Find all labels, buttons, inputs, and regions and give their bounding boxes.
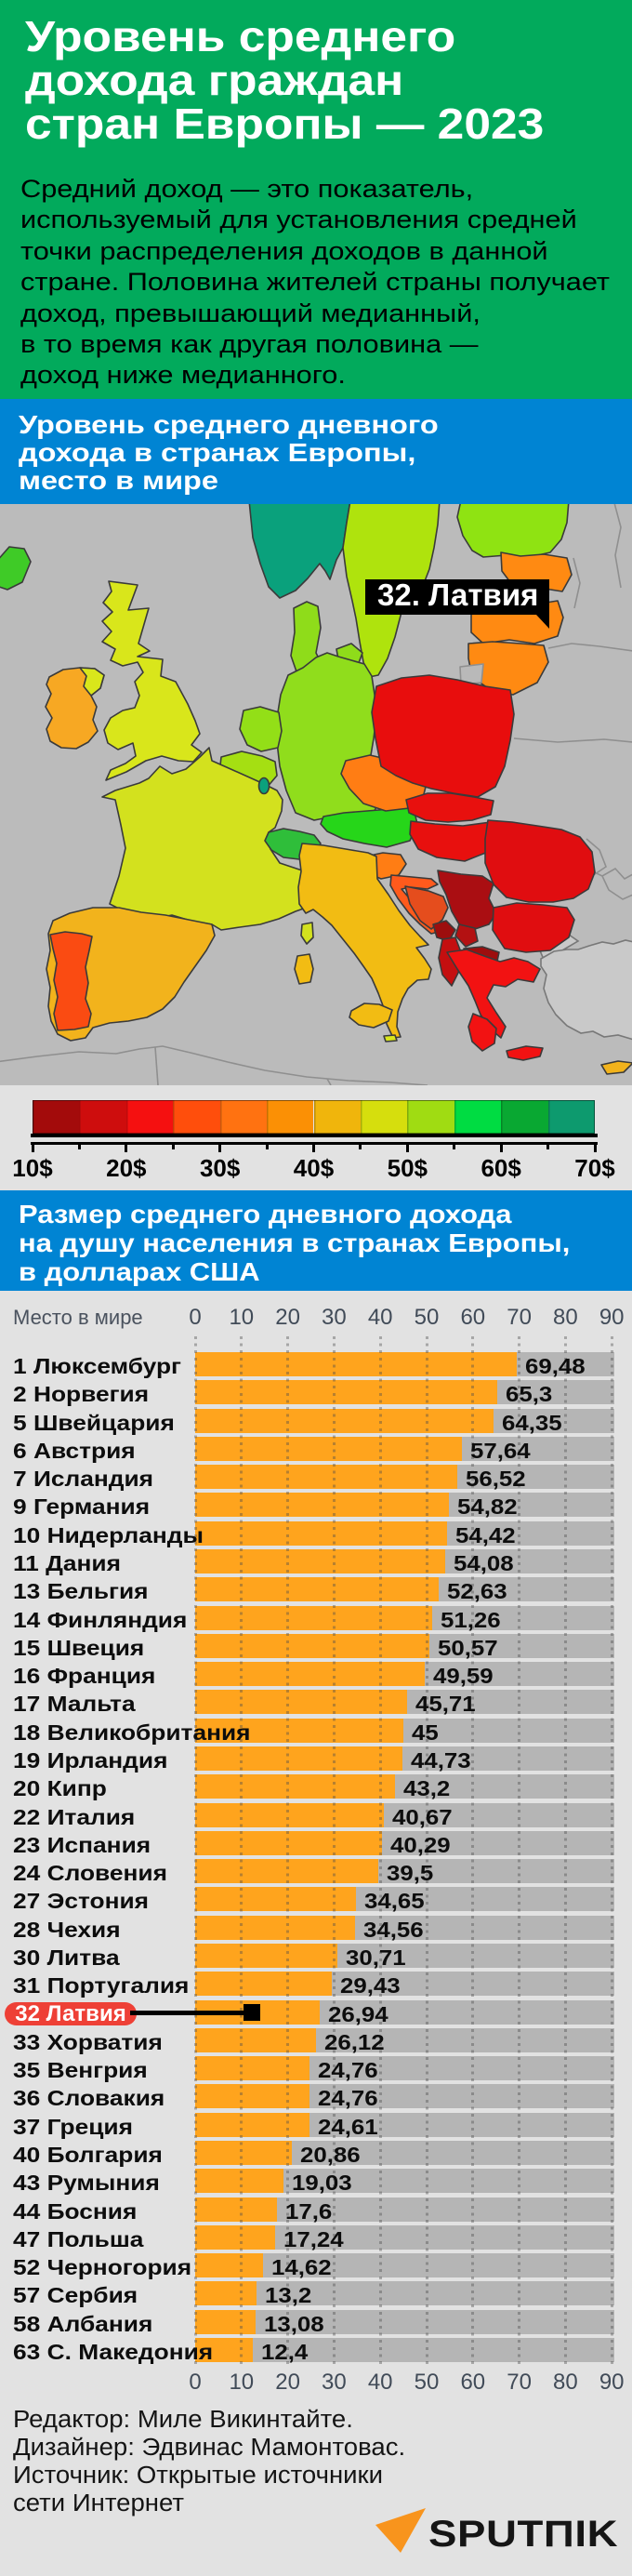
svg-text:32. Латвия: 32. Латвия — [377, 578, 538, 612]
